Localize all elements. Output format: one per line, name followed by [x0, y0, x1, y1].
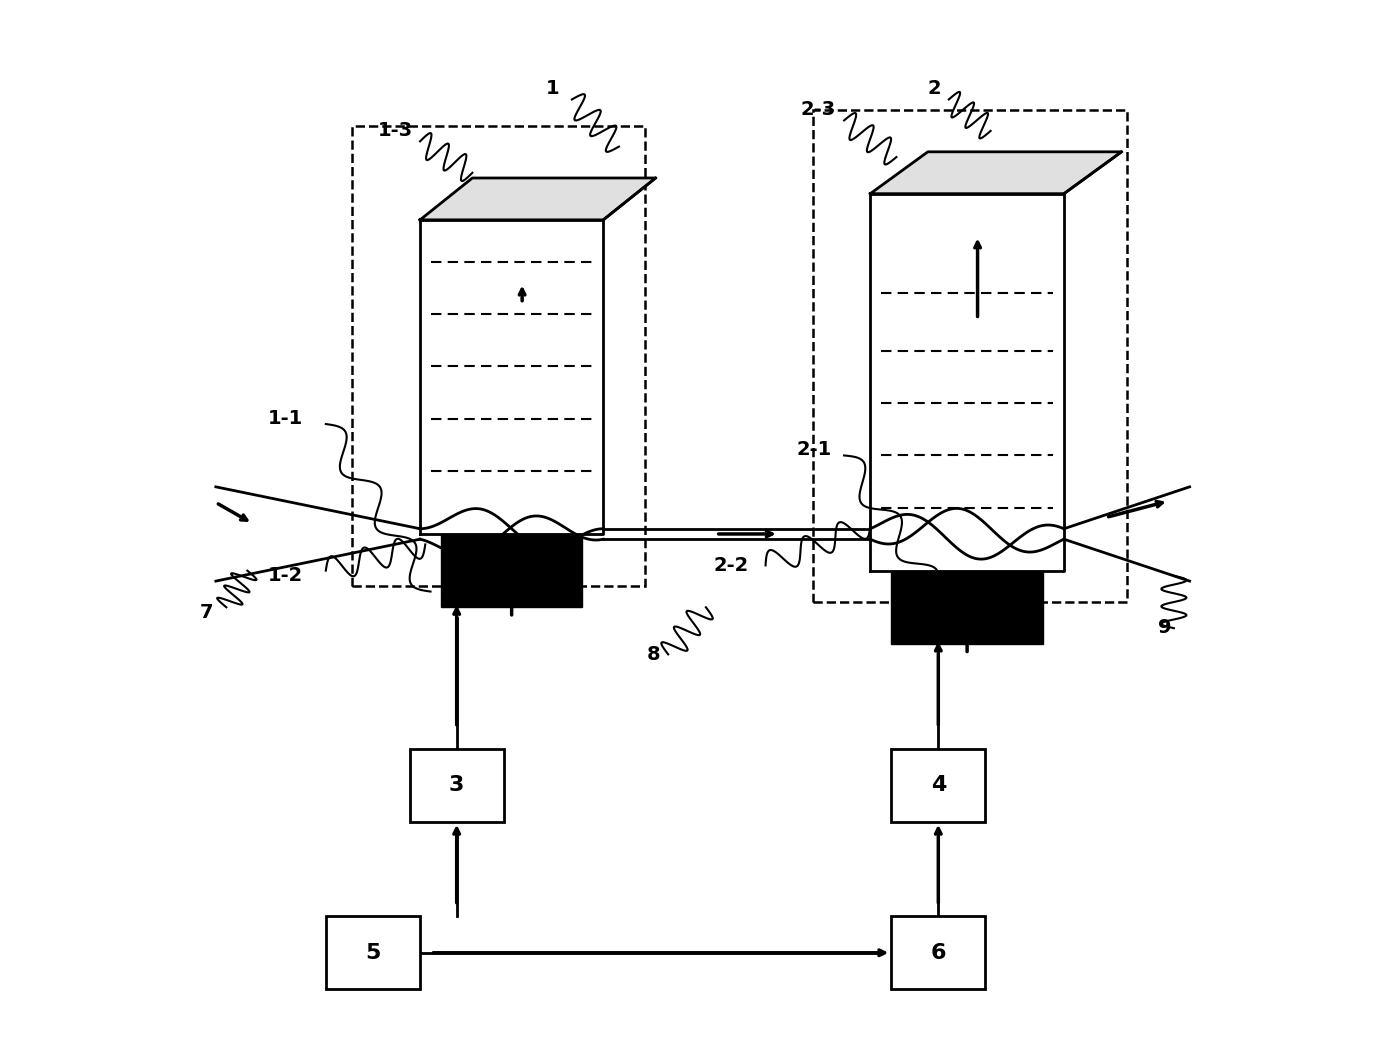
Polygon shape — [420, 220, 603, 534]
Polygon shape — [870, 194, 1064, 571]
Text: 9: 9 — [1158, 619, 1172, 638]
Text: 6: 6 — [930, 942, 946, 963]
Text: 5: 5 — [365, 942, 381, 963]
Text: 1-3: 1-3 — [378, 121, 413, 140]
Polygon shape — [870, 152, 1122, 194]
Text: 1-2: 1-2 — [268, 566, 304, 585]
Bar — [813, 110, 1127, 602]
Text: 2-2: 2-2 — [713, 556, 749, 575]
Text: 4: 4 — [930, 775, 946, 796]
Bar — [891, 571, 1043, 644]
Text: 2-3: 2-3 — [801, 101, 836, 119]
Text: 3: 3 — [449, 775, 465, 796]
Text: 2-1: 2-1 — [797, 441, 833, 460]
Bar — [441, 534, 582, 607]
Text: 1: 1 — [545, 80, 559, 98]
Text: 7: 7 — [199, 603, 213, 622]
Text: 2: 2 — [928, 80, 942, 98]
Text: 1-1: 1-1 — [268, 409, 304, 428]
Bar — [891, 749, 985, 822]
Text: 8: 8 — [647, 645, 661, 664]
Bar — [891, 916, 985, 989]
Polygon shape — [420, 178, 656, 220]
Bar — [410, 749, 504, 822]
Bar — [352, 126, 644, 586]
Bar — [326, 916, 420, 989]
